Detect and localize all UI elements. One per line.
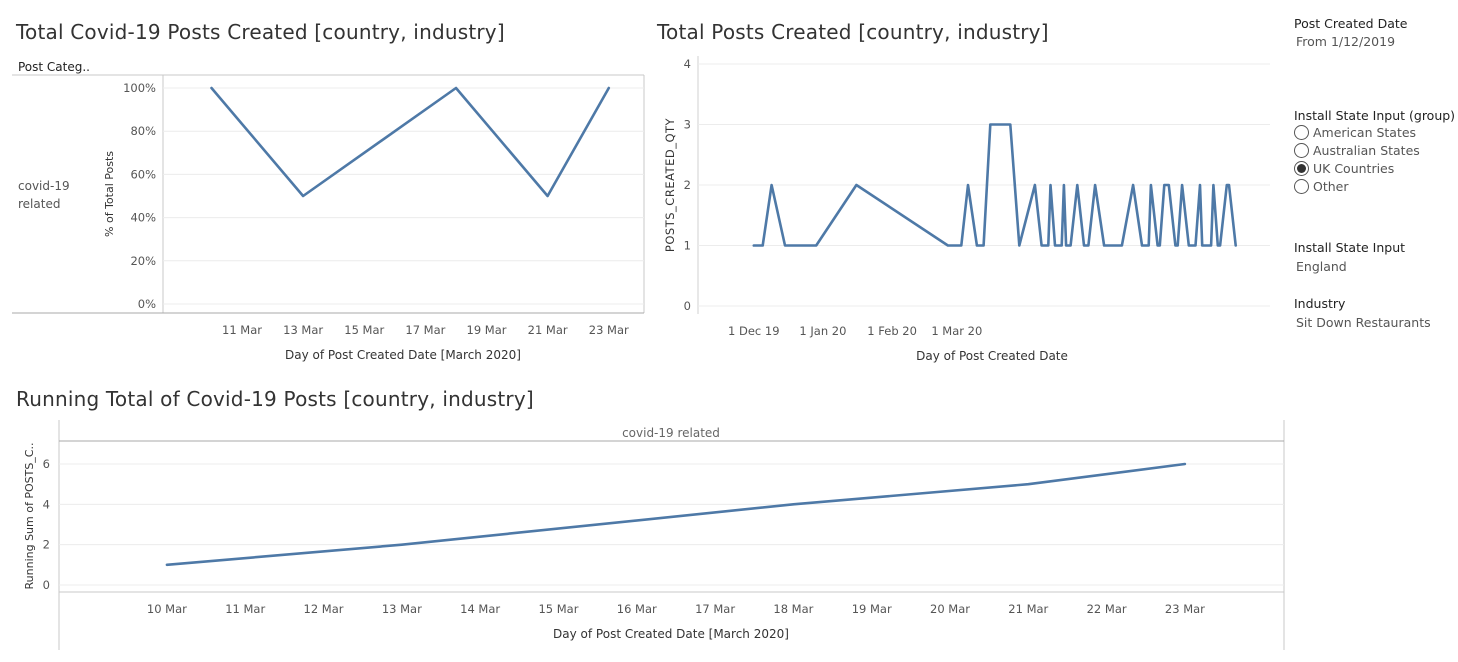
y-axis-title: % of Total Posts bbox=[103, 151, 116, 237]
y-tick-label: 40% bbox=[130, 211, 156, 225]
series-line[interactable] bbox=[752, 123, 1237, 247]
x-tick-label: 19 Mar bbox=[852, 602, 892, 616]
data-point[interactable] bbox=[788, 499, 798, 509]
y-tick-label: 0% bbox=[138, 297, 156, 311]
chart2-title: Total Posts Created [country, industry] bbox=[657, 20, 1049, 44]
y-tick-label: 0 bbox=[684, 299, 691, 313]
radio-circle-icon[interactable] bbox=[1294, 179, 1309, 194]
x-tick-label: 10 Mar bbox=[147, 602, 187, 616]
radio-option-other[interactable]: Other bbox=[1294, 179, 1349, 194]
x-tick-label: 15 Mar bbox=[344, 323, 384, 337]
row-label-line1: covid-19 bbox=[18, 179, 70, 193]
x-tick-label: 15 Mar bbox=[538, 602, 578, 616]
y-tick-label: 0 bbox=[43, 578, 50, 592]
filter-industry-label: Industry bbox=[1294, 296, 1346, 311]
y-tick-label: 100% bbox=[123, 81, 156, 95]
series-line[interactable] bbox=[210, 86, 611, 198]
y-tick-label: 3 bbox=[684, 118, 691, 132]
x-tick-label: 1 Dec 19 bbox=[728, 324, 780, 338]
radio-circle-icon[interactable] bbox=[1294, 143, 1309, 158]
data-point[interactable] bbox=[397, 540, 407, 550]
data-point[interactable] bbox=[1180, 459, 1190, 469]
radio-label: Australian States bbox=[1313, 143, 1420, 158]
radio-option-american-states[interactable]: American States bbox=[1294, 125, 1416, 140]
x-axis-title: Day of Post Created Date [March 2020] bbox=[553, 627, 789, 641]
x-tick-label: 17 Mar bbox=[405, 323, 445, 337]
filter-install-state-label: Install State Input bbox=[1294, 240, 1406, 255]
chart3-title: Running Total of Covid-19 Posts [country… bbox=[16, 387, 534, 411]
filter-post-created-date-value[interactable]: From 1/12/2019 bbox=[1296, 34, 1396, 49]
radio-selected-icon[interactable] bbox=[1294, 161, 1309, 176]
x-tick-label: 14 Mar bbox=[460, 602, 500, 616]
y-tick-label: 4 bbox=[684, 57, 691, 71]
y-tick-label: 80% bbox=[130, 124, 156, 138]
y-axis-title: POSTS_CREATED_QTY bbox=[663, 117, 677, 252]
y-tick-label: 20% bbox=[130, 254, 156, 268]
x-tick-label: 13 Mar bbox=[283, 323, 323, 337]
filter-install-state-group-label: Install State Input (group) bbox=[1294, 108, 1456, 123]
y-tick-label: 2 bbox=[684, 178, 691, 192]
x-tick-label: 19 Mar bbox=[467, 323, 507, 337]
x-tick-label: 22 Mar bbox=[1087, 602, 1127, 616]
y-tick-label: 2 bbox=[43, 538, 50, 552]
x-tick-label: 16 Mar bbox=[617, 602, 657, 616]
x-tick-label: 13 Mar bbox=[382, 602, 422, 616]
x-tick-label: 17 Mar bbox=[695, 602, 735, 616]
x-axis-title: Day of Post Created Date [March 2020] bbox=[285, 348, 521, 362]
chart1-title: Total Covid-19 Posts Created [country, i… bbox=[16, 20, 505, 44]
radio-option-australian-states[interactable]: Australian States bbox=[1294, 143, 1420, 158]
x-tick-label: 11 Mar bbox=[225, 602, 265, 616]
x-tick-label: 1 Mar 20 bbox=[931, 324, 982, 338]
row-header: Post Categ.. bbox=[18, 60, 90, 74]
x-tick-label: 23 Mar bbox=[1165, 602, 1205, 616]
x-tick-label: 1 Jan 20 bbox=[799, 324, 846, 338]
filter-install-state-value[interactable]: England bbox=[1296, 259, 1347, 274]
radio-label: UK Countries bbox=[1313, 161, 1395, 176]
radio-label: American States bbox=[1313, 125, 1417, 140]
data-point[interactable] bbox=[1023, 479, 1033, 489]
x-tick-label: 21 Mar bbox=[528, 323, 568, 337]
x-tick-label: 20 Mar bbox=[930, 602, 970, 616]
series-line[interactable] bbox=[165, 462, 1187, 567]
filter-industry-value[interactable]: Sit Down Restaurants bbox=[1296, 315, 1431, 330]
data-point[interactable] bbox=[162, 560, 172, 570]
radio-label: Other bbox=[1313, 179, 1349, 194]
x-tick-label: 1 Feb 20 bbox=[867, 324, 917, 338]
x-tick-label: 11 Mar bbox=[222, 323, 262, 337]
x-tick-label: 12 Mar bbox=[304, 602, 344, 616]
y-tick-label: 6 bbox=[43, 457, 50, 471]
x-tick-label: 21 Mar bbox=[1008, 602, 1048, 616]
x-tick-label: 23 Mar bbox=[589, 323, 629, 337]
row-label-line2: related bbox=[18, 197, 60, 211]
x-axis-title: Day of Post Created Date bbox=[916, 349, 1068, 363]
radio-option-uk-countries[interactable]: UK Countries bbox=[1294, 161, 1394, 176]
x-tick-label: 18 Mar bbox=[773, 602, 813, 616]
pane-header: covid-19 related bbox=[622, 426, 720, 440]
y-tick-label: 4 bbox=[43, 497, 50, 511]
filter-post-created-date-label: Post Created Date bbox=[1294, 16, 1408, 31]
radio-circle-icon[interactable] bbox=[1294, 125, 1309, 140]
y-tick-label: 60% bbox=[130, 167, 156, 181]
y-tick-label: 1 bbox=[684, 239, 691, 253]
y-axis-title: Running Sum of POSTS_C.. bbox=[23, 443, 36, 590]
